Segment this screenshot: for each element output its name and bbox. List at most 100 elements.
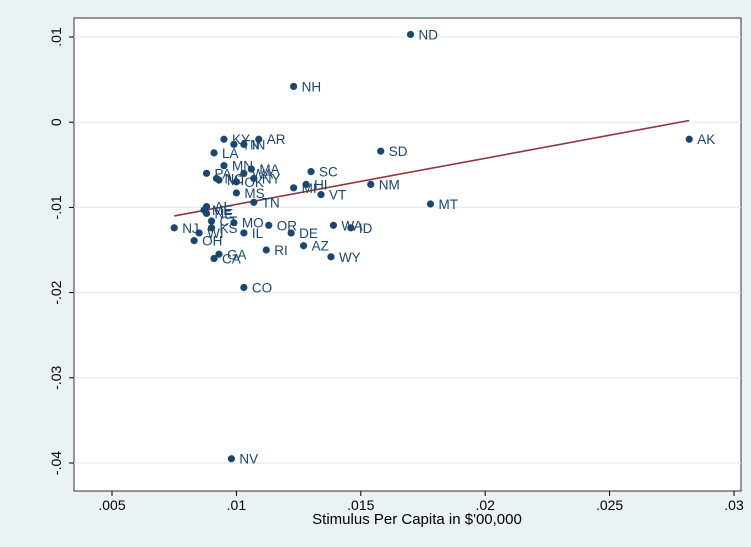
x-tick-label: .005 xyxy=(98,497,125,513)
plot-area xyxy=(73,17,742,492)
x-tick-label: .03 xyxy=(724,497,744,513)
data-point xyxy=(240,229,248,237)
x-tick-label: .015 xyxy=(347,497,374,513)
point-label: NE xyxy=(215,206,234,221)
data-point xyxy=(329,221,338,229)
data-point xyxy=(247,165,255,173)
data-point xyxy=(262,246,270,254)
data-point xyxy=(240,283,248,292)
x-tick-label: .01 xyxy=(227,497,247,513)
point-label: ME xyxy=(212,203,232,218)
point-label: NM xyxy=(379,177,400,192)
data-point xyxy=(287,229,295,237)
data-point xyxy=(327,253,335,261)
y-tick-label: -.01 xyxy=(48,195,64,219)
point-label: DE xyxy=(299,226,318,241)
point-label: NH xyxy=(302,79,322,94)
data-point xyxy=(190,237,198,245)
data-point xyxy=(202,169,211,177)
data-point xyxy=(299,242,308,250)
data-point xyxy=(210,149,218,157)
point-label: OH xyxy=(202,234,222,249)
point-label: RI xyxy=(274,243,288,258)
grid-lines xyxy=(74,36,741,464)
data-point xyxy=(170,224,178,232)
data-point xyxy=(317,191,325,199)
point-label: TN xyxy=(242,137,260,152)
point-label: HI xyxy=(314,177,328,192)
axes: .01 0 -.01 -.02 -.03 -.04 .005 .01 .015 .02 .025 .0… xyxy=(48,27,744,513)
data-point xyxy=(290,82,298,91)
point-label: OK xyxy=(244,175,264,190)
data-point xyxy=(202,209,211,217)
data-point xyxy=(230,219,238,227)
data-point xyxy=(207,217,216,225)
data-point xyxy=(255,135,263,143)
x-tick-label: .025 xyxy=(596,497,623,513)
data-point xyxy=(240,169,248,177)
point-label: AR xyxy=(267,132,286,147)
point-label: SC xyxy=(319,165,338,180)
data-point xyxy=(230,140,238,148)
data-point xyxy=(220,162,228,170)
y-tick-label: -.03 xyxy=(48,366,64,390)
point-label: MS xyxy=(244,186,264,201)
point-label: NY xyxy=(262,171,281,186)
point-label: MT xyxy=(438,197,458,212)
data-point xyxy=(240,140,248,148)
point-label: KS xyxy=(220,221,238,236)
data-point xyxy=(215,250,223,258)
x-axis-label: Stimulus Per Capita in $'00,000 xyxy=(312,511,522,528)
data-point xyxy=(250,174,258,183)
data-point xyxy=(265,221,273,229)
point-label: LA xyxy=(222,146,239,161)
point-label: IN xyxy=(252,137,266,152)
point-label: SD xyxy=(389,144,408,159)
data-point xyxy=(685,135,693,143)
point-label: VT xyxy=(329,188,346,203)
data-point xyxy=(426,200,435,208)
point-label: NV xyxy=(239,452,258,467)
point-label: CA xyxy=(222,252,241,267)
x-tick-label: .02 xyxy=(475,497,495,513)
data-point xyxy=(377,147,385,155)
point-label: ND xyxy=(419,27,439,42)
data-point xyxy=(220,135,228,143)
point-label: WY xyxy=(339,250,361,265)
point-label: MT xyxy=(227,173,247,188)
point-label: GA xyxy=(227,247,247,262)
point-label: MN xyxy=(232,159,253,174)
point-label: MI xyxy=(302,181,317,196)
y-tick-label: -.02 xyxy=(48,280,64,304)
y-tick-label: .01 xyxy=(48,27,64,47)
fit-line-group xyxy=(174,119,690,217)
y-tick-label: 0 xyxy=(48,118,64,126)
point-label: AK xyxy=(697,132,715,147)
data-point xyxy=(302,180,310,188)
point-label: AZ xyxy=(312,239,329,254)
y-tick-label: -.04 xyxy=(48,451,64,475)
data-point xyxy=(250,198,258,206)
data-point xyxy=(307,168,315,176)
point-label: MA xyxy=(259,162,279,177)
point-label: NJ xyxy=(182,221,199,236)
data-point xyxy=(207,224,216,232)
point-label: TN xyxy=(262,195,280,210)
point-label: IL xyxy=(252,226,264,241)
point-label: CO xyxy=(252,280,272,295)
data-point xyxy=(232,189,240,197)
data-point xyxy=(406,30,415,39)
data-point xyxy=(290,184,298,192)
data-point xyxy=(367,180,375,188)
data-point xyxy=(232,178,240,186)
data-point xyxy=(215,176,223,184)
data-point xyxy=(347,224,355,232)
point-label: WI xyxy=(207,226,224,241)
point-label: ID xyxy=(359,221,373,236)
point-label: MO xyxy=(242,216,264,231)
data-point xyxy=(227,455,236,463)
data-point xyxy=(210,254,218,263)
point-label: AL xyxy=(215,200,232,215)
